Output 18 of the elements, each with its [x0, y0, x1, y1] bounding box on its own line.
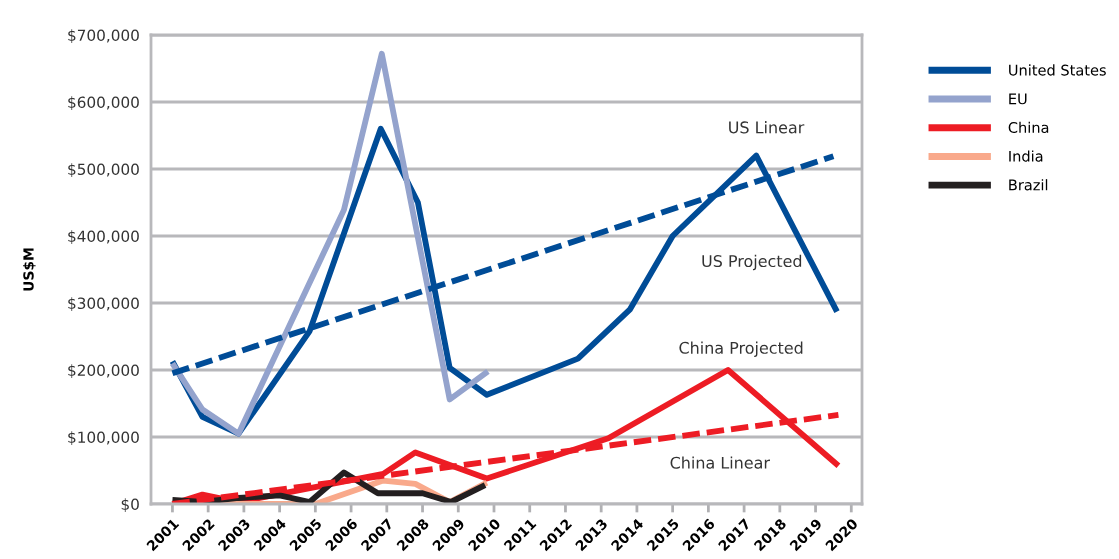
y-axis-title: US$M — [22, 248, 36, 291]
legend-label: United States — [1009, 64, 1106, 76]
annotation: US Linear — [729, 121, 805, 134]
legend-label: EU — [1009, 93, 1027, 105]
legend-label: Brazil — [1009, 179, 1048, 191]
annotation: US Projected — [702, 254, 802, 271]
y-tick-label: $300,000 — [68, 297, 139, 312]
annotation: China Linear — [670, 456, 770, 469]
y-tick-label: $200,000 — [68, 364, 139, 379]
y-tick-label: $400,000 — [68, 230, 139, 245]
legend-label: China — [1008, 121, 1049, 134]
y-tick-label: $0 — [121, 498, 139, 513]
y-tick-label: $100,000 — [68, 431, 139, 446]
y-tick-label: $600,000 — [68, 96, 139, 111]
annotation: China Projected — [679, 341, 803, 357]
y-tick-label: $700,000 — [68, 29, 139, 44]
y-tick-label: $500,000 — [68, 163, 139, 178]
legend-label: India — [1009, 150, 1043, 162]
